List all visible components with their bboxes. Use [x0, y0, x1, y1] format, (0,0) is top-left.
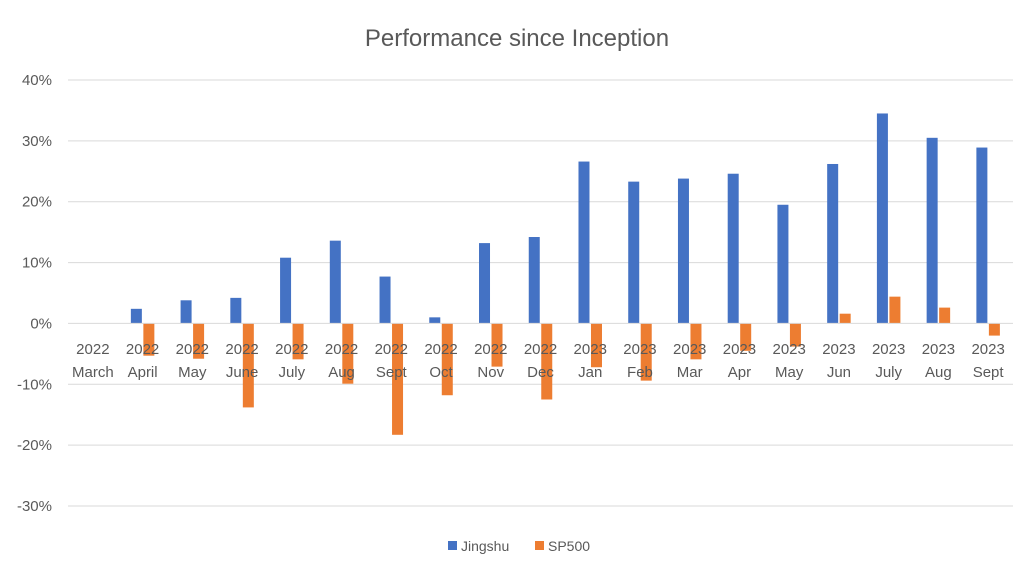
y-tick-label: -30%: [17, 498, 52, 515]
bar-jingshu-2023-apr: [727, 173, 739, 324]
bar-sp500-2022-may: [193, 323, 205, 359]
legend-swatch-jingshu: [448, 541, 457, 550]
y-axis-ticks: 40% 30% 20% 10% 0% -10% -20% -30%: [17, 72, 52, 515]
x-tick-label: 2023 Mar: [673, 341, 706, 381]
x-tick-label: 2022 May: [176, 341, 209, 381]
bar-jingshu-2022-april: [130, 308, 142, 324]
x-tick-label: 2023 Feb: [623, 341, 656, 381]
x-tick-label: 2023 Apr: [723, 341, 756, 381]
bar-jingshu-2023-aug: [926, 137, 938, 324]
bar-jingshu-2023-sept: [976, 147, 988, 324]
y-tick-label: 20%: [22, 194, 52, 211]
bar-sp500-2022-nov: [491, 323, 503, 367]
x-tick-label: 2022 Sept: [375, 341, 408, 381]
gridlines: [68, 79, 1013, 507]
bar-sp500-2022-july: [292, 323, 304, 360]
bar-sp500-2022-sept: [392, 323, 404, 435]
x-tick-label: 2023 Aug: [922, 341, 955, 381]
bar-sp500-2022-april: [143, 323, 155, 356]
y-tick-label: 0%: [30, 315, 52, 332]
x-tick-label: 2023 July: [872, 341, 905, 381]
chart-title: Performance since Inception: [365, 25, 669, 52]
y-tick-label: 30%: [22, 133, 52, 150]
bar-sp500-2023-july: [889, 296, 901, 324]
bar-jingshu-2023-jun: [827, 163, 839, 324]
legend: Jingshu SP500: [448, 538, 590, 554]
legend-swatch-sp500: [535, 541, 544, 550]
bar-jingshu-2022-oct: [429, 317, 441, 324]
x-tick-label: 2022 April: [126, 341, 159, 381]
x-tick-label: 2022 Nov: [474, 341, 507, 381]
bar-sp500-2022-dec: [541, 323, 553, 400]
bar-sp500-2023-feb: [640, 323, 652, 381]
y-tick-label: 10%: [22, 255, 52, 272]
y-tick-label: -10%: [17, 376, 52, 393]
bar-sp500-2023-sept: [988, 323, 1000, 336]
x-tick-label: 2022 June: [225, 341, 258, 381]
bar-jingshu-2023-may: [777, 204, 789, 324]
x-tick-label: 2023 Sept: [971, 341, 1004, 381]
x-tick-label: 2022 Oct: [424, 341, 457, 381]
bar-sp500-2023-jun: [839, 313, 851, 324]
bar-sp500-2022-oct: [441, 323, 453, 396]
bar-sp500-2023-jan: [590, 323, 602, 368]
bar-sp500-2023-mar: [690, 323, 702, 360]
bars: [130, 113, 1000, 435]
bar-sp500-2023-aug: [939, 307, 951, 324]
x-tick-label: 2023 May: [772, 341, 805, 381]
bar-sp500-2023-apr: [740, 323, 752, 351]
legend-label-sp500: SP500: [548, 538, 590, 554]
bar-jingshu-2022-june: [230, 297, 242, 324]
x-tick-label: 2023 Jan: [574, 341, 607, 381]
x-tick-label: 2022 July: [275, 341, 308, 381]
bar-jingshu-2023-mar: [677, 178, 689, 324]
bar-jingshu-2022-nov: [479, 243, 491, 324]
bar-jingshu-2023-feb: [628, 181, 640, 324]
x-tick-label: 2022 Aug: [325, 341, 358, 381]
bar-jingshu-2022-july: [280, 257, 292, 324]
bar-jingshu-2023-july: [876, 113, 888, 324]
bar-jingshu-2022-dec: [528, 237, 540, 324]
bar-sp500-2022-june: [242, 323, 254, 408]
y-tick-label: 40%: [22, 72, 52, 89]
legend-label-jingshu: Jingshu: [461, 538, 509, 554]
y-tick-label: -20%: [17, 437, 52, 454]
bar-jingshu-2022-sept: [379, 276, 391, 324]
bar-sp500-2023-may: [789, 323, 801, 347]
x-axis-categories: 2022 March 2022 April 2022 May 2022 June 2022 Jul…: [72, 341, 1005, 381]
bar-sp500-2022-aug: [342, 323, 354, 384]
x-tick-label: 2023 Jun: [822, 341, 855, 381]
bar-jingshu-2023-jan: [578, 161, 590, 324]
bar-jingshu-2022-may: [180, 300, 192, 324]
x-tick-label: 2022 March: [72, 341, 114, 381]
bar-jingshu-2022-aug: [329, 240, 341, 324]
x-tick-label: 2022 Dec: [524, 341, 557, 381]
